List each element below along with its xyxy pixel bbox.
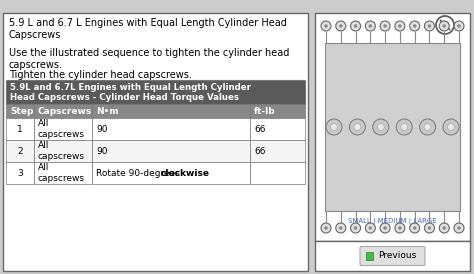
Text: All
capscrews: All capscrews xyxy=(38,163,85,183)
Circle shape xyxy=(419,119,436,135)
Circle shape xyxy=(395,223,405,233)
Circle shape xyxy=(457,24,461,27)
Text: All
capscrews: All capscrews xyxy=(38,119,85,139)
Bar xyxy=(92,140,250,162)
Circle shape xyxy=(377,124,384,130)
Text: SMALL | MEDIUM | LARGE: SMALL | MEDIUM | LARGE xyxy=(348,218,437,225)
Circle shape xyxy=(454,21,464,31)
Circle shape xyxy=(410,223,419,233)
Circle shape xyxy=(369,227,372,230)
Bar xyxy=(250,140,305,162)
Bar xyxy=(6,118,34,140)
Text: 5.9 L and 6.7 L Engines with Equal Length Cylinder Head
Capscrews: 5.9 L and 6.7 L Engines with Equal Lengt… xyxy=(9,18,287,40)
Circle shape xyxy=(454,223,464,233)
Text: 66: 66 xyxy=(254,147,265,156)
Text: 5.9L and 6.7L Engines with Equal Length Cylinder
Head Capscrews - Cylinder Head : 5.9L and 6.7L Engines with Equal Length … xyxy=(10,83,251,102)
Text: Step: Step xyxy=(10,107,33,116)
Text: 90: 90 xyxy=(96,147,108,156)
Bar xyxy=(92,104,250,118)
Text: ft-lb: ft-lb xyxy=(254,107,275,116)
Circle shape xyxy=(443,24,446,27)
Circle shape xyxy=(396,119,412,135)
Text: 1: 1 xyxy=(17,124,23,133)
Circle shape xyxy=(424,21,435,31)
Circle shape xyxy=(354,124,361,130)
Bar xyxy=(250,104,305,118)
Bar xyxy=(315,241,470,271)
Bar xyxy=(34,162,92,184)
Circle shape xyxy=(351,223,361,233)
Circle shape xyxy=(398,227,401,230)
Circle shape xyxy=(443,119,459,135)
Bar xyxy=(92,162,250,184)
Circle shape xyxy=(369,24,372,27)
Circle shape xyxy=(380,21,390,31)
Text: All
capscrews: All capscrews xyxy=(38,141,85,161)
Text: Rotate 90-degrees: Rotate 90-degrees xyxy=(96,169,183,178)
Bar xyxy=(250,118,305,140)
Circle shape xyxy=(326,119,342,135)
Circle shape xyxy=(413,227,416,230)
Circle shape xyxy=(349,119,365,135)
Circle shape xyxy=(383,24,387,27)
Circle shape xyxy=(439,223,449,233)
Circle shape xyxy=(321,21,331,31)
Circle shape xyxy=(365,223,375,233)
Circle shape xyxy=(424,124,431,130)
Bar xyxy=(325,43,460,211)
Circle shape xyxy=(330,124,337,130)
Circle shape xyxy=(401,124,408,130)
Circle shape xyxy=(443,227,446,230)
Circle shape xyxy=(383,227,387,230)
Bar xyxy=(6,162,34,184)
Circle shape xyxy=(428,24,431,27)
Circle shape xyxy=(398,24,401,27)
Circle shape xyxy=(354,227,357,230)
Text: N•m: N•m xyxy=(96,107,118,116)
Circle shape xyxy=(457,227,461,230)
Bar xyxy=(34,140,92,162)
Circle shape xyxy=(365,21,375,31)
Circle shape xyxy=(321,223,331,233)
Bar xyxy=(6,140,34,162)
Bar xyxy=(92,118,250,140)
Text: 3: 3 xyxy=(17,169,23,178)
Text: 90: 90 xyxy=(96,124,108,133)
Circle shape xyxy=(336,21,346,31)
Circle shape xyxy=(373,119,389,135)
Circle shape xyxy=(325,24,328,27)
Circle shape xyxy=(354,24,357,27)
Text: Previous: Previous xyxy=(378,252,417,261)
FancyBboxPatch shape xyxy=(360,247,425,266)
Text: Use the illustrated sequence to tighten the cylinder head
capscrews.: Use the illustrated sequence to tighten … xyxy=(9,48,289,70)
Text: Capscrews: Capscrews xyxy=(38,107,92,116)
Bar xyxy=(250,162,305,184)
Circle shape xyxy=(428,227,431,230)
Text: Tighten the cylinder head capscrews.: Tighten the cylinder head capscrews. xyxy=(9,70,192,80)
Bar xyxy=(34,118,92,140)
Bar xyxy=(6,104,34,118)
Text: clockwise: clockwise xyxy=(161,169,210,178)
Text: 2: 2 xyxy=(17,147,23,156)
Bar xyxy=(34,104,92,118)
Circle shape xyxy=(395,21,405,31)
Circle shape xyxy=(339,227,342,230)
Circle shape xyxy=(325,227,328,230)
Circle shape xyxy=(410,21,419,31)
Bar xyxy=(315,13,470,241)
Circle shape xyxy=(339,24,342,27)
Circle shape xyxy=(439,21,449,31)
Bar xyxy=(366,252,374,260)
Circle shape xyxy=(380,223,390,233)
Circle shape xyxy=(336,223,346,233)
Bar xyxy=(3,13,308,271)
Circle shape xyxy=(413,24,416,27)
Circle shape xyxy=(447,124,455,130)
Circle shape xyxy=(424,223,435,233)
Text: 66: 66 xyxy=(254,124,265,133)
Bar xyxy=(6,80,305,104)
Circle shape xyxy=(351,21,361,31)
